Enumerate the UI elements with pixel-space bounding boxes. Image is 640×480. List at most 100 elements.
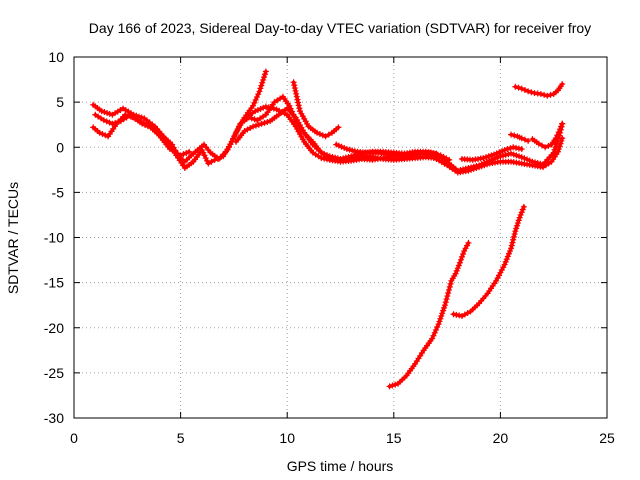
data-point: [437, 315, 444, 322]
data-point: [250, 102, 257, 109]
data-point: [386, 383, 393, 390]
data-point: [446, 156, 453, 163]
data-point: [508, 245, 515, 252]
data-point: [201, 152, 208, 159]
data-point: [491, 151, 498, 158]
data-point: [508, 131, 515, 138]
y-tick-label: 0: [56, 139, 64, 155]
y-tick-label: 5: [56, 94, 64, 110]
data-series: [90, 68, 566, 390]
data-point: [325, 131, 332, 138]
data-point: [552, 135, 559, 142]
data-point: [322, 133, 329, 140]
series-track-k: [529, 120, 566, 151]
data-point: [505, 250, 512, 257]
data-point: [258, 120, 265, 127]
data-point: [115, 118, 122, 125]
data-point: [319, 132, 326, 139]
data-point: [438, 313, 445, 320]
data-point: [514, 222, 521, 229]
data-point: [554, 132, 561, 139]
data-point: [493, 150, 500, 157]
data-point: [502, 258, 509, 265]
data-point: [511, 132, 518, 139]
data-point: [555, 129, 562, 136]
data-point: [535, 140, 542, 147]
data-point: [504, 146, 511, 153]
data-point: [261, 71, 268, 78]
data-point: [198, 146, 205, 153]
data-point: [430, 154, 437, 161]
data-point: [429, 335, 436, 342]
data-point: [138, 114, 145, 121]
data-point: [445, 286, 452, 293]
data-point: [341, 144, 348, 151]
data-point: [314, 129, 321, 136]
data-point: [554, 148, 561, 155]
data-point: [248, 115, 255, 122]
data-point: [453, 311, 460, 318]
data-point: [557, 140, 564, 147]
data-point: [96, 129, 103, 136]
data-point: [555, 146, 562, 153]
data-point: [295, 102, 302, 109]
data-point: [252, 96, 259, 103]
data-point: [446, 283, 453, 290]
data-point: [428, 153, 435, 160]
data-point: [177, 152, 184, 159]
y-tick-label: -30: [44, 410, 64, 426]
data-point: [434, 324, 441, 331]
data-point: [260, 104, 267, 111]
data-point: [525, 88, 532, 95]
data-point: [450, 311, 457, 318]
data-point: [496, 149, 503, 156]
data-point: [502, 151, 509, 158]
data-point: [429, 150, 436, 157]
data-point: [183, 149, 190, 156]
data-point: [512, 228, 519, 235]
data-point: [513, 144, 520, 151]
series-track-h: [422, 135, 566, 176]
data-point: [510, 236, 517, 243]
data-point: [457, 256, 464, 263]
data-point: [349, 147, 356, 154]
data-point: [251, 116, 258, 123]
x-axis-label: GPS time / hours: [287, 458, 394, 474]
data-point: [443, 296, 450, 303]
data-point: [558, 137, 565, 144]
y-tick-label: -5: [52, 184, 65, 200]
data-point: [545, 142, 552, 149]
data-point: [441, 302, 448, 309]
data-point: [180, 151, 187, 158]
data-point: [343, 146, 350, 153]
data-point: [508, 150, 515, 157]
data-point: [500, 152, 507, 159]
data-point: [454, 265, 461, 272]
data-point: [559, 120, 566, 127]
data-point: [508, 242, 515, 249]
data-point: [211, 156, 218, 163]
data-point: [515, 145, 522, 152]
data-point: [261, 119, 268, 126]
data-point: [351, 148, 358, 155]
data-point: [102, 132, 109, 139]
data-point: [333, 141, 340, 148]
data-point: [510, 233, 517, 240]
data-point: [422, 151, 429, 158]
data-point: [513, 225, 520, 232]
data-point: [514, 220, 521, 227]
data-point: [436, 318, 443, 325]
series-track-i: [459, 144, 525, 163]
x-tick-label: 25: [599, 430, 615, 446]
data-point: [321, 155, 328, 162]
data-point: [518, 146, 525, 153]
data-point: [542, 144, 549, 151]
data-point: [447, 280, 454, 287]
data-point: [501, 146, 508, 153]
data-point: [465, 167, 472, 174]
grid-lines: [74, 57, 607, 418]
data-point: [528, 89, 535, 96]
data-point: [485, 153, 492, 160]
series-track-g: [333, 141, 453, 163]
data-point: [136, 113, 143, 120]
